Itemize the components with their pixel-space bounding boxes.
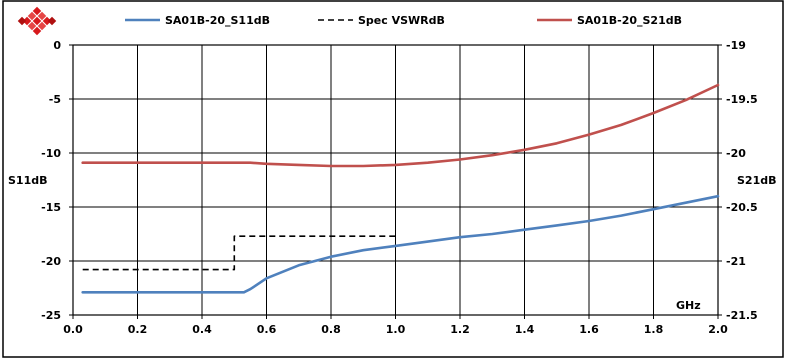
grid <box>72 44 719 316</box>
y-right-tick-label: -19.5 <box>726 93 758 106</box>
x-tick-label: 1.4 <box>515 323 535 336</box>
x-tick-label: 0.6 <box>257 323 277 336</box>
series-line-0 <box>81 194 720 294</box>
x-tick-label: 1.0 <box>386 323 406 336</box>
series-line-2 <box>81 83 720 168</box>
legend-label-0: SA01B-20_S11dB <box>165 14 270 27</box>
x-tick-label: 2.0 <box>708 323 728 336</box>
y-right-tick-label: -21 <box>726 255 746 268</box>
x-axis-label: GHz <box>676 299 701 312</box>
x-tick-label: 1.6 <box>579 323 599 336</box>
y-right-tick-label: -21.5 <box>726 309 758 322</box>
legend: SA01B-20_S11dB Spec VSWRdB SA01B-20_S21dB <box>125 14 682 27</box>
y-right-tick-label: -20.5 <box>726 201 758 214</box>
y-left-tick-label: -10 <box>41 147 61 160</box>
x-tick-label: 0.4 <box>192 323 212 336</box>
y-right-tick-label: -20 <box>726 147 746 160</box>
y-left-tick-label: -25 <box>41 309 61 322</box>
x-tick-label: 0.8 <box>321 323 341 336</box>
y-left-tick-label: -15 <box>41 201 61 214</box>
legend-label-2: SA01B-20_S21dB <box>577 14 682 27</box>
x-tick-label: 0.2 <box>128 323 148 336</box>
y-left-tick-label: -20 <box>41 255 61 268</box>
x-tick-label: 1.8 <box>644 323 664 336</box>
series-layer <box>81 83 720 294</box>
y-right-tick-label: -19 <box>726 39 746 52</box>
axes: 0.0 0.2 0.4 0.6 0.8 1.0 1.2 1.4 1.6 1.8 2.0 0 -5 -10 -… <box>41 39 758 336</box>
y-axis-label-right: S21dB <box>737 174 777 187</box>
series-line-1 <box>82 235 396 271</box>
x-tick-label: 1.2 <box>450 323 470 336</box>
y-left-tick-label: -5 <box>49 93 61 106</box>
y-left-tick-label: 0 <box>53 39 61 52</box>
x-tick-label: 0.0 <box>63 323 83 336</box>
y-axis-label-left: S11dB <box>8 174 48 187</box>
legend-label-1: Spec VSWRdB <box>358 14 445 27</box>
